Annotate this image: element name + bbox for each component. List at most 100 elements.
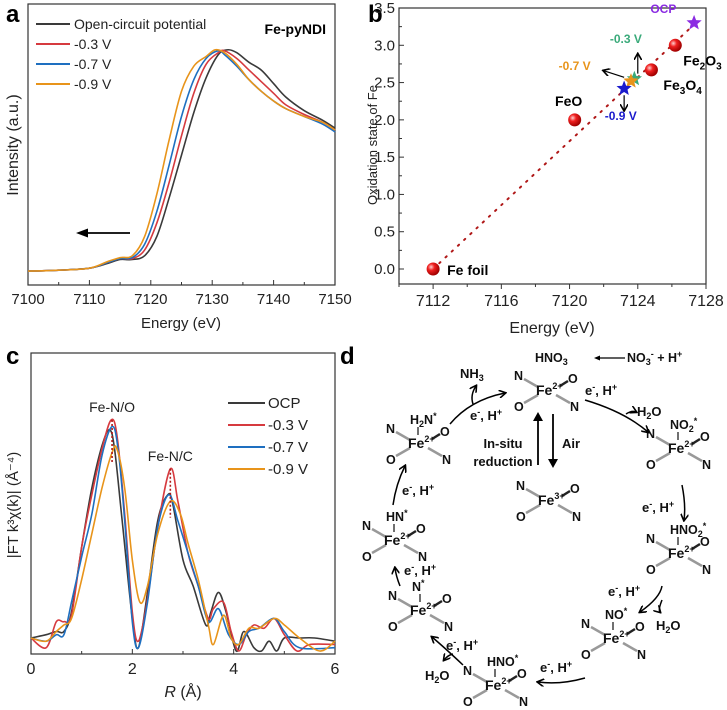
shift-arrow-head <box>76 228 88 238</box>
ligand-o: O <box>442 592 452 606</box>
electron-sup: - <box>547 659 550 669</box>
reference-point-fe-foil <box>426 262 440 276</box>
ligand-no: NO* <box>605 606 628 622</box>
y-tick-label: 0.0 <box>374 261 395 278</box>
h: H <box>425 668 434 683</box>
sample-points: OCP -0.3 V -0.7 V -0.9 V <box>559 2 702 123</box>
panel-b-chart: 0.0 0.5 1.0 1.5 2.0 2.5 3.0 3.5 7112 7116 7120 7124… <box>365 0 724 337</box>
sup: - <box>651 349 654 359</box>
fe-center: Fe2+ <box>668 439 695 456</box>
x-tick-label: 7120 <box>134 291 167 308</box>
reference-point-fe2o3 <box>668 38 682 52</box>
y-tick-label: 0.5 <box>374 224 395 241</box>
y-tick-label: 2.5 <box>374 75 395 92</box>
reference-label: Fe2O3 <box>683 52 722 72</box>
legend-label: -0.7 V <box>74 56 112 72</box>
electron-sup: - <box>477 407 480 417</box>
ligand-radical: * <box>421 578 425 588</box>
proton-sup: + <box>473 637 478 647</box>
x-tick-label: 7110 <box>73 291 105 308</box>
electron: e <box>585 383 592 398</box>
ligand-radical: * <box>433 411 437 421</box>
arrowhead <box>533 412 543 421</box>
y-tick-label: 1.5 <box>374 149 395 166</box>
step-label-hn-to-h2n: e-, H+ <box>402 482 434 498</box>
bond-o2 <box>559 379 569 388</box>
formula-part: Fe <box>683 52 700 68</box>
bond-n2 <box>622 641 638 653</box>
y-axis-label: Intensity (a.u.) <box>5 94 22 195</box>
fe-symbol: Fe <box>485 677 502 693</box>
subscript: 2 <box>700 61 706 72</box>
x-tick-label: 7140 <box>257 291 290 308</box>
electron: e <box>540 660 547 675</box>
bond-o2 <box>691 542 701 551</box>
reaction-arrow <box>472 386 476 405</box>
ligand-hno2: HNO2* <box>670 521 707 539</box>
ligand-n: N <box>637 648 646 662</box>
bond-n <box>525 487 541 499</box>
bond-n2 <box>427 446 443 458</box>
fe-symbol: Fe <box>408 435 425 451</box>
reaction-arrow <box>444 654 454 660</box>
ligand-main: HNO <box>487 655 515 669</box>
center-fe2-complex: Fe2+NO NO <box>514 369 579 414</box>
ligand-n: N <box>386 422 395 436</box>
ligand-main: HN <box>386 510 404 524</box>
bond-n2 <box>403 543 419 555</box>
legend-label: -0.3 V <box>74 36 112 52</box>
proton-sup: + <box>431 562 436 572</box>
ligand-n: N <box>646 532 655 546</box>
legend-label: -0.9 V <box>74 76 112 92</box>
x-axis-label: R (Å) <box>164 682 201 701</box>
formula-part: O <box>685 77 696 93</box>
electron-sup: - <box>453 637 456 647</box>
sample-label: OCP <box>650 2 676 16</box>
fe-symbol: Fe <box>536 382 553 398</box>
ligand-n: N <box>516 479 525 493</box>
series-line--0-3-v <box>30 418 336 653</box>
proton: , H <box>480 408 497 423</box>
no-complex: Fe2+NO NO <box>581 617 646 662</box>
ligand-o: O <box>581 648 591 662</box>
peak-annotations: Fe-N/O Fe-N/C <box>89 399 193 518</box>
step-label-no2-to-hno2: e-, H+ <box>642 499 674 515</box>
fe-charge: 2+ <box>400 531 410 541</box>
reaction-arrow <box>584 399 648 432</box>
y-tick-label: 3.0 <box>374 37 395 54</box>
fe-charge: 2+ <box>619 629 629 639</box>
ligand-hn: HN* <box>386 508 408 524</box>
proton: , H <box>652 500 669 515</box>
reference-label: FeO <box>555 93 582 109</box>
reaction-arrow <box>432 637 464 666</box>
ligand-o: O <box>635 620 645 634</box>
sample-star--0-9-v <box>616 80 632 95</box>
x-tick-label: 7128 <box>688 293 724 310</box>
fe-charge: 3+ <box>554 491 564 501</box>
sample-label: -0.3 V <box>610 32 642 46</box>
x-tick-label: 7150 <box>318 291 351 308</box>
x-axis-label: Energy (eV) <box>509 320 594 337</box>
proton-sup: + <box>635 583 640 593</box>
fe-symbol: Fe <box>668 440 685 456</box>
reference-label: Fe foil <box>447 262 488 278</box>
bond-n2 <box>429 613 445 625</box>
fe-center: Fe2+ <box>485 676 512 693</box>
x-tick-label: 7116 <box>484 293 519 310</box>
y-tick-label: 1.0 <box>374 186 395 203</box>
electron-sup: - <box>411 562 414 572</box>
ligand-o: O <box>517 667 527 681</box>
no3: NO <box>627 351 646 365</box>
ligand-o: O <box>568 372 578 386</box>
reduction-label: reduction <box>473 454 532 469</box>
bond-o <box>655 451 671 463</box>
ligand-n: N <box>514 369 523 383</box>
ligand-main: NO <box>670 418 689 432</box>
fe-center: Fe2+ <box>668 544 695 561</box>
bond-n <box>523 377 539 389</box>
nh: NH <box>460 366 479 381</box>
bond-n2 <box>557 503 573 515</box>
h: H <box>637 404 646 419</box>
